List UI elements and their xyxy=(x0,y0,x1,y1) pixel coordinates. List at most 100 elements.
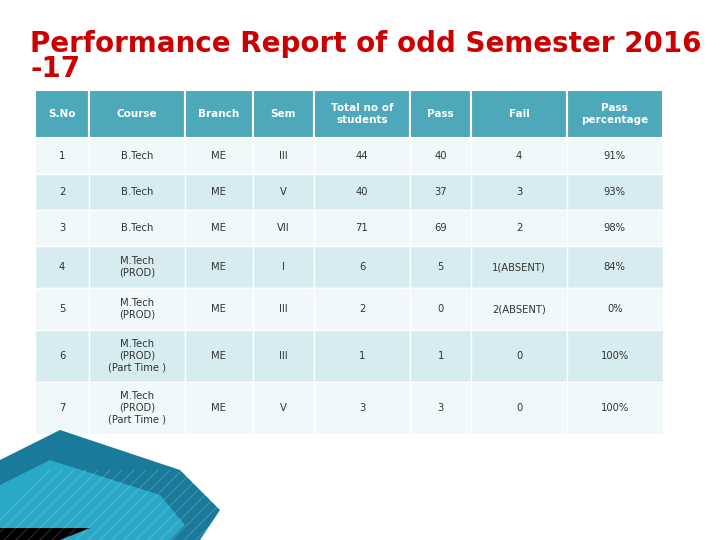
Bar xyxy=(89,288,185,330)
Text: 84%: 84% xyxy=(604,262,626,272)
Text: Sem: Sem xyxy=(271,109,296,119)
Bar xyxy=(253,210,314,246)
Text: 2: 2 xyxy=(516,223,522,233)
Bar xyxy=(567,174,662,210)
Text: 98%: 98% xyxy=(604,223,626,233)
Bar xyxy=(410,210,472,246)
Bar xyxy=(253,138,314,174)
Text: 93%: 93% xyxy=(604,187,626,197)
Bar xyxy=(89,174,185,210)
Text: M.Tech
(PROD): M.Tech (PROD) xyxy=(119,256,155,278)
Text: III: III xyxy=(279,304,288,314)
Bar xyxy=(567,330,662,382)
Text: 2(ABSENT): 2(ABSENT) xyxy=(492,304,546,314)
Text: 3: 3 xyxy=(438,403,444,413)
Text: ME: ME xyxy=(212,151,226,161)
Bar xyxy=(472,90,567,138)
Text: 2: 2 xyxy=(359,304,365,314)
Bar xyxy=(35,138,89,174)
Bar xyxy=(89,90,185,138)
Text: Performance Report of odd Semester 2016: Performance Report of odd Semester 2016 xyxy=(30,30,701,58)
Bar xyxy=(472,174,567,210)
Bar xyxy=(89,210,185,246)
Text: 1: 1 xyxy=(59,151,66,161)
Bar xyxy=(185,90,253,138)
Bar xyxy=(410,382,472,434)
Bar xyxy=(410,246,472,288)
Bar xyxy=(472,246,567,288)
Bar xyxy=(35,210,89,246)
Polygon shape xyxy=(0,460,185,540)
Text: Branch: Branch xyxy=(198,109,240,119)
Text: S.No: S.No xyxy=(48,109,76,119)
Text: M.Tech
(PROD): M.Tech (PROD) xyxy=(119,298,155,320)
Text: ME: ME xyxy=(212,262,226,272)
Text: 69: 69 xyxy=(434,223,447,233)
Text: ME: ME xyxy=(212,403,226,413)
Bar xyxy=(567,382,662,434)
Text: 3: 3 xyxy=(516,187,522,197)
Text: 5: 5 xyxy=(437,262,444,272)
Bar xyxy=(314,288,410,330)
Bar xyxy=(410,330,472,382)
Text: 40: 40 xyxy=(356,187,368,197)
Bar xyxy=(185,246,253,288)
Text: V: V xyxy=(280,187,287,197)
Polygon shape xyxy=(0,430,220,540)
Bar xyxy=(89,382,185,434)
Text: B.Tech: B.Tech xyxy=(121,187,153,197)
Text: III: III xyxy=(279,351,288,361)
Bar xyxy=(253,174,314,210)
Bar xyxy=(567,210,662,246)
Text: 0%: 0% xyxy=(607,304,623,314)
Bar xyxy=(185,288,253,330)
Text: ME: ME xyxy=(212,223,226,233)
Text: 4: 4 xyxy=(59,262,66,272)
Text: Pass
percentage: Pass percentage xyxy=(581,103,649,125)
Text: B.Tech: B.Tech xyxy=(121,151,153,161)
Text: Pass: Pass xyxy=(427,109,454,119)
Text: 1(ABSENT): 1(ABSENT) xyxy=(492,262,546,272)
Text: M.Tech
(PROD)
(Part Time ): M.Tech (PROD) (Part Time ) xyxy=(108,340,166,373)
Bar xyxy=(185,330,253,382)
Bar xyxy=(253,288,314,330)
Text: 6: 6 xyxy=(59,351,66,361)
Bar xyxy=(35,246,89,288)
Text: 71: 71 xyxy=(356,223,369,233)
Text: 0: 0 xyxy=(516,351,522,361)
Bar xyxy=(89,246,185,288)
Bar xyxy=(410,288,472,330)
Bar xyxy=(472,330,567,382)
Polygon shape xyxy=(0,528,90,540)
Text: 44: 44 xyxy=(356,151,368,161)
Bar xyxy=(253,90,314,138)
Bar xyxy=(314,138,410,174)
Text: 5: 5 xyxy=(59,304,66,314)
Text: 4: 4 xyxy=(516,151,522,161)
Bar xyxy=(472,138,567,174)
Text: 37: 37 xyxy=(434,187,447,197)
Text: Fail: Fail xyxy=(508,109,529,119)
Text: B.Tech: B.Tech xyxy=(121,223,153,233)
Bar xyxy=(253,330,314,382)
Text: 6: 6 xyxy=(359,262,365,272)
Bar xyxy=(314,382,410,434)
Bar xyxy=(35,330,89,382)
Bar xyxy=(314,246,410,288)
Text: 2: 2 xyxy=(59,187,66,197)
Text: M.Tech
(PROD)
(Part Time ): M.Tech (PROD) (Part Time ) xyxy=(108,392,166,424)
Bar xyxy=(314,174,410,210)
Bar xyxy=(410,138,472,174)
Text: III: III xyxy=(279,151,288,161)
Text: 1: 1 xyxy=(437,351,444,361)
Bar xyxy=(472,210,567,246)
Bar xyxy=(567,246,662,288)
Bar xyxy=(314,330,410,382)
Bar xyxy=(185,210,253,246)
Bar xyxy=(185,382,253,434)
Bar xyxy=(35,90,89,138)
Text: ME: ME xyxy=(212,187,226,197)
Text: Course: Course xyxy=(117,109,157,119)
Bar xyxy=(253,382,314,434)
Bar xyxy=(567,90,662,138)
